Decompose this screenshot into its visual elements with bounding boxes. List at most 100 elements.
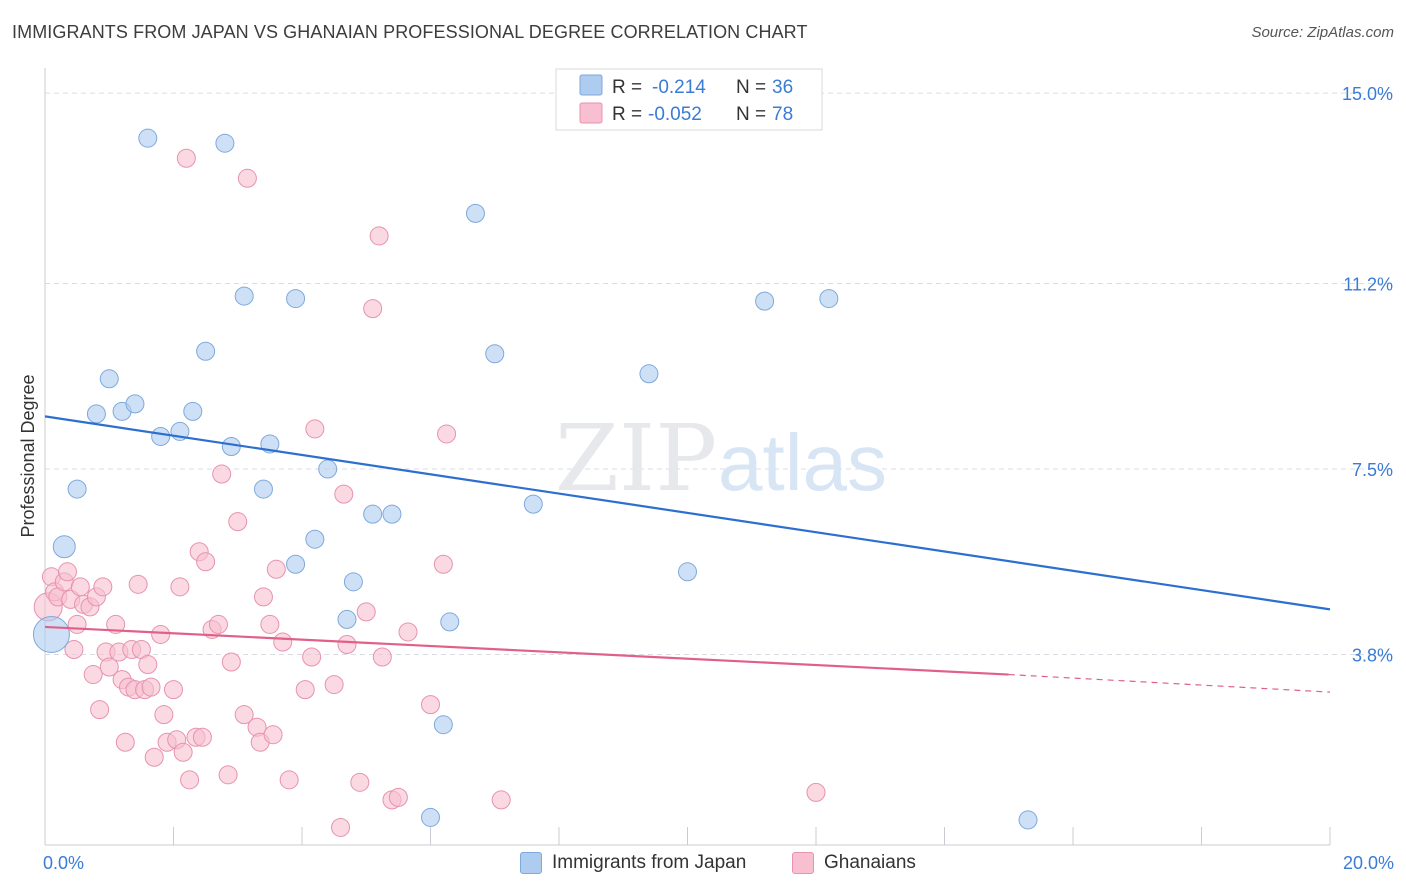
point-ghanaians — [93, 577, 113, 597]
point-ghanaians — [273, 632, 293, 652]
point-ghanaians — [196, 552, 216, 572]
point-ghanaians — [208, 614, 228, 634]
point-japan — [465, 203, 485, 223]
point-japan — [755, 291, 775, 311]
point-japan — [125, 394, 145, 414]
stats-swatch-japan — [579, 74, 603, 96]
stats-ghana-r-label: R = — [612, 104, 642, 125]
y-tick-label-2: 11.2% — [1343, 275, 1393, 295]
stats-japan-r-label: R = — [612, 77, 642, 98]
point-ghanaians — [302, 647, 322, 667]
point-ghanaians — [253, 587, 273, 607]
point-japan — [678, 562, 697, 582]
legend-label-ghanaians: Ghanaians — [824, 852, 916, 873]
point-japan — [819, 289, 839, 309]
point-japan — [421, 807, 440, 827]
point-ghanaians — [433, 554, 453, 574]
point-ghanaians — [337, 634, 357, 654]
point-ghanaians — [57, 562, 77, 582]
source-label: Source: ZipAtlas.com — [1251, 24, 1394, 41]
stats-ghana-n-value: 78 — [772, 104, 793, 125]
point-ghanaians — [437, 424, 457, 444]
y-tick-label-0: 3.8% — [1352, 646, 1393, 666]
stats-box: R = -0.214 N = 36 R = -0.052 N = 78 — [555, 68, 823, 131]
point-japan — [318, 459, 338, 479]
point-ghanaians — [141, 677, 161, 697]
point-ghanaians — [218, 765, 238, 785]
point-ghanaians — [491, 790, 511, 810]
point-japan — [138, 128, 158, 148]
point-ghanaians — [128, 574, 148, 594]
point-ghanaians — [212, 464, 232, 484]
point-ghanaians — [106, 614, 126, 634]
stats-swatch-ghana — [579, 102, 603, 124]
point-ghanaians — [176, 148, 196, 168]
point-ghanaians — [305, 419, 325, 439]
point-japan — [440, 612, 460, 632]
point-japan — [32, 615, 70, 653]
series-japan — [32, 128, 1038, 830]
point-ghanaians — [324, 675, 344, 695]
point-japan — [382, 504, 402, 524]
point-japan — [183, 401, 203, 421]
point-japan — [151, 426, 171, 446]
legend-japan[interactable]: Immigrants from Japan — [520, 852, 746, 874]
trend-line-japan — [44, 415, 1331, 611]
point-ghanaians — [279, 770, 299, 790]
point-ghanaians — [90, 700, 110, 720]
y-tick-label-3: 15.0% — [1342, 84, 1393, 104]
point-japan — [196, 341, 216, 361]
point-ghanaians — [398, 622, 418, 642]
point-ghanaians — [334, 484, 354, 504]
point-japan — [639, 364, 659, 384]
legend-swatch-japan — [520, 852, 542, 874]
point-japan — [363, 504, 383, 524]
y-axis-label: Professional Degree — [18, 374, 38, 537]
point-ghanaians — [170, 577, 190, 597]
point-japan — [523, 494, 543, 514]
point-ghanaians — [154, 705, 174, 725]
point-ghanaians — [350, 772, 370, 792]
legend-swatch-ghanaians — [792, 852, 814, 874]
legend-label-japan: Immigrants from Japan — [552, 852, 747, 873]
watermark-zip: ZIP — [555, 405, 717, 512]
trend-line-ghanaians-extension — [1008, 673, 1331, 693]
y-tick-label-1: 7.5% — [1352, 460, 1393, 480]
point-ghanaians — [83, 665, 103, 685]
watermark: ZIP atlas — [555, 405, 887, 512]
point-ghanaians — [144, 747, 164, 767]
point-ghanaians — [64, 639, 84, 659]
point-ghanaians — [70, 577, 90, 597]
point-ghanaians — [234, 705, 254, 725]
point-japan — [86, 404, 106, 424]
point-japan — [234, 286, 254, 306]
point-ghanaians — [192, 727, 212, 747]
stats-japan-n-value: 36 — [772, 77, 793, 98]
point-ghanaians — [356, 602, 376, 622]
point-japan — [305, 529, 325, 549]
point-ghanaians — [263, 725, 283, 745]
stats-japan-n-label: N = — [736, 77, 766, 98]
series-ghanaians — [33, 148, 826, 837]
point-ghanaians — [164, 680, 183, 700]
point-ghanaians — [363, 299, 383, 319]
legend-ghanaians[interactable]: Ghanaians — [792, 852, 916, 874]
stats-ghana-r-value: -0.052 — [648, 104, 702, 125]
point-japan — [343, 572, 363, 592]
point-ghanaians — [421, 695, 440, 715]
point-ghanaians — [138, 655, 158, 675]
point-japan — [67, 479, 87, 499]
stats-japan-r-value: -0.214 — [652, 77, 706, 98]
trend-lines — [44, 415, 1331, 693]
point-ghanaians — [237, 168, 257, 188]
point-japan — [221, 436, 241, 456]
point-ghanaians — [99, 657, 119, 677]
point-ghanaians — [266, 559, 286, 579]
point-japan — [485, 344, 505, 364]
point-japan — [99, 369, 119, 389]
point-ghanaians — [295, 680, 315, 700]
tick-labels: 3.8% 7.5% 11.2% 15.0% 0.0% 20.0% — [43, 84, 1394, 873]
point-ghanaians — [173, 742, 193, 762]
point-ghanaians — [221, 652, 241, 672]
